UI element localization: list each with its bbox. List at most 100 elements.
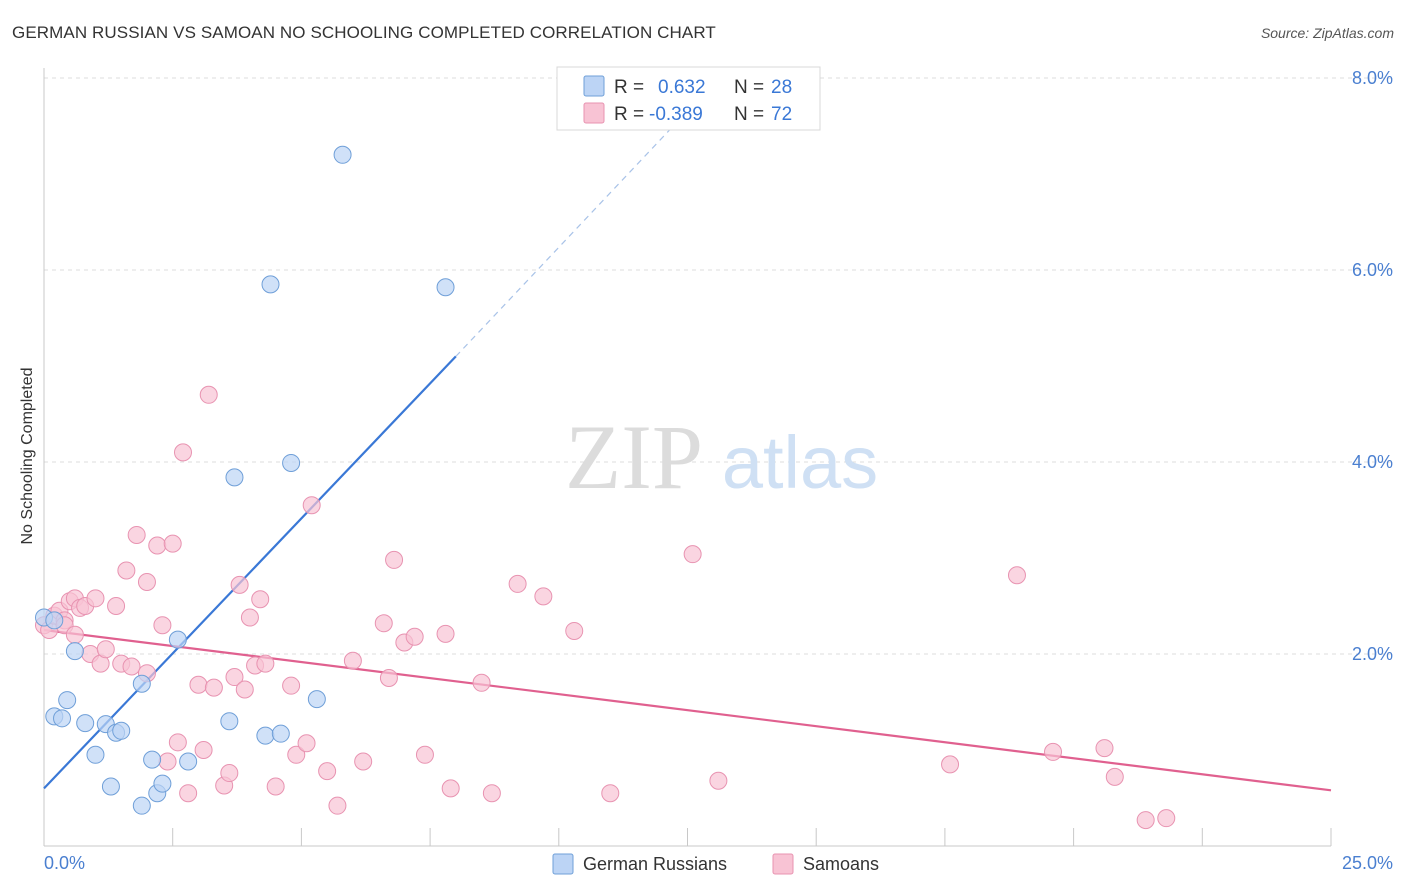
- stats-legend-swatch-german-russians: [583, 75, 605, 97]
- point-german-russian: [282, 453, 301, 472]
- point-samoan: [220, 764, 239, 783]
- point-german-russian: [65, 642, 84, 661]
- point-samoan: [328, 796, 347, 815]
- point-german-russian: [261, 275, 280, 294]
- point-german-russian: [112, 721, 131, 740]
- point-samoan: [240, 608, 259, 627]
- point-german-russian: [76, 714, 95, 733]
- point-samoan: [251, 590, 270, 609]
- point-samoan: [1105, 767, 1124, 786]
- chart-source: Source: ZipAtlas.com: [1260, 25, 1394, 41]
- stats-n-label: N =: [734, 77, 764, 98]
- point-german-russian: [168, 630, 187, 649]
- point-german-russian: [153, 774, 172, 793]
- point-samoan: [127, 525, 146, 544]
- point-samoan: [683, 545, 702, 564]
- point-german-russian: [58, 691, 77, 710]
- point-samoan: [282, 676, 301, 695]
- point-samoan: [941, 755, 960, 774]
- series-legend: German Russians Samoans: [552, 853, 879, 875]
- point-samoan: [601, 784, 620, 803]
- point-samoan: [472, 673, 491, 692]
- chart-title: GERMAN RUSSIAN VS SAMOAN NO SCHOOLING CO…: [12, 23, 716, 42]
- point-samoan: [117, 561, 136, 580]
- stats-r-label: R =: [614, 77, 644, 98]
- legend-label-samoans: Samoans: [803, 854, 879, 874]
- stats-r-value: 0.632: [658, 77, 706, 98]
- point-samoan: [441, 779, 460, 798]
- y-tick-label: 8.0%: [1352, 68, 1393, 88]
- point-german-russian: [333, 145, 352, 164]
- trend-line-german-russians-extension: [455, 115, 683, 357]
- watermark-zip: ZIP: [565, 406, 703, 508]
- point-samoan: [1044, 742, 1063, 761]
- grid-layer: [44, 77, 1392, 655]
- stats-n-value: 28: [771, 77, 792, 98]
- point-german-russian: [45, 611, 64, 630]
- x-tick-label: 25.0%: [1342, 853, 1393, 873]
- stats-legend: R = 0.632 N = 28 R = -0.389 N = 72: [556, 66, 821, 131]
- point-german-russian: [53, 709, 72, 728]
- point-german-russian: [307, 690, 326, 709]
- point-samoan: [343, 651, 362, 670]
- legend-swatch-german-russians: [552, 853, 574, 875]
- point-samoan: [96, 640, 115, 659]
- point-samoan: [379, 669, 398, 687]
- point-samoan: [297, 734, 316, 753]
- point-german-russian: [220, 712, 239, 731]
- point-samoan: [482, 784, 501, 803]
- legend-label-german-russians: German Russians: [583, 854, 727, 874]
- point-german-russian: [271, 724, 290, 743]
- y-tick-label: 4.0%: [1352, 452, 1393, 472]
- point-samoan: [179, 784, 198, 803]
- stats-r-value: -0.389: [649, 104, 703, 125]
- point-german-russian: [101, 777, 120, 796]
- point-samoan: [225, 668, 244, 687]
- watermark-atlas: atlas: [722, 421, 878, 504]
- trend-layer: [43, 115, 1332, 792]
- point-german-russian: [436, 278, 455, 297]
- point-samoan: [158, 752, 177, 771]
- point-samoan: [266, 777, 285, 796]
- point-samoan: [287, 745, 306, 764]
- point-german-russian: [132, 796, 151, 815]
- point-samoan: [374, 614, 393, 633]
- point-samoan: [107, 597, 126, 615]
- point-samoan: [256, 654, 275, 673]
- y-tick-label: 2.0%: [1352, 644, 1393, 664]
- y-tick-label: 6.0%: [1352, 260, 1393, 280]
- point-german-russian: [256, 726, 275, 745]
- point-samoan: [86, 589, 105, 608]
- point-german-russian: [179, 752, 198, 771]
- point-samoan: [1136, 811, 1155, 830]
- point-samoan: [709, 771, 728, 790]
- point-samoan: [137, 573, 156, 591]
- point-samoan: [385, 550, 404, 569]
- point-samoan: [508, 574, 527, 593]
- x-tick-label: 0.0%: [44, 853, 85, 873]
- point-samoan: [415, 745, 434, 764]
- point-samoan: [1157, 809, 1176, 828]
- stats-legend-swatch-samoans: [583, 102, 605, 124]
- point-samoan: [1095, 739, 1114, 758]
- point-samoan: [235, 680, 254, 699]
- point-samoan: [230, 575, 249, 594]
- point-samoan: [405, 627, 424, 646]
- legend-swatch-samoans: [772, 853, 794, 875]
- point-samoan: [163, 534, 182, 553]
- point-samoan: [302, 496, 321, 515]
- point-samoan: [534, 587, 553, 606]
- point-samoan: [189, 675, 208, 694]
- point-samoan: [1007, 566, 1026, 585]
- point-german-russian: [132, 674, 151, 693]
- point-samoan: [173, 443, 192, 462]
- points-layer: [35, 145, 1176, 830]
- point-samoan: [565, 621, 584, 640]
- point-samoan: [153, 616, 172, 635]
- point-samoan: [199, 385, 218, 404]
- point-samoan: [65, 625, 84, 644]
- axis-layer: 2.0% 4.0% 6.0% 8.0% 0.0% 25.0%: [43, 68, 1393, 873]
- trend-line-german-russians: [43, 355, 457, 790]
- point-samoan: [122, 657, 141, 676]
